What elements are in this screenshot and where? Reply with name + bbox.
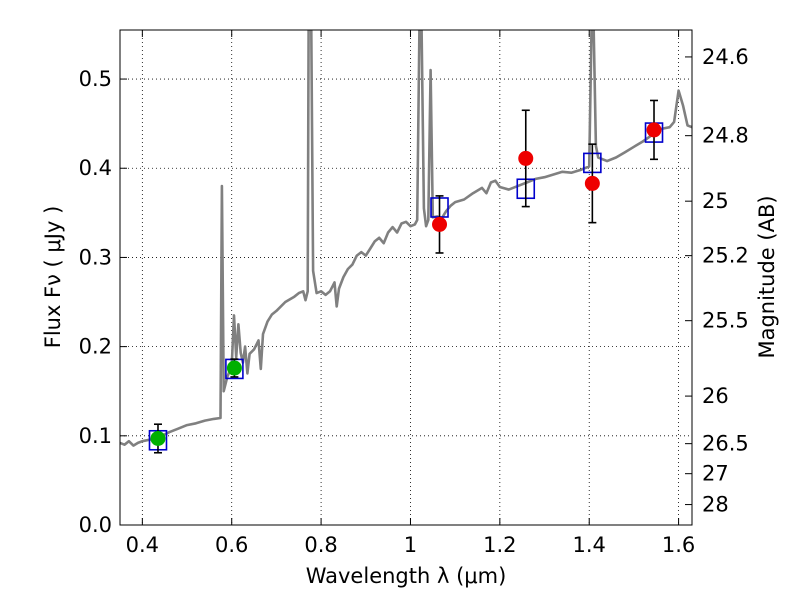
x-tick-label: 0.8 [304, 533, 337, 557]
magnitude-tick-label: 24.6 [702, 45, 749, 69]
magnitude-tick-label: 26 [702, 384, 729, 408]
magnitude-axis-ticks: 24.6 24.8 25 25.2 25.5 26 26.5 27 28 [685, 45, 749, 517]
magnitude-tick-label: 25.2 [702, 244, 749, 268]
spectrum-line [120, 30, 692, 447]
y-axis-ticks: 0.0 0.1 0.2 0.3 0.4 0.5 [79, 67, 127, 537]
nir-data-point [646, 122, 662, 138]
x-tick-label: 1.2 [483, 533, 516, 557]
magnitude-tick-label: 25 [702, 189, 729, 213]
magnitude-tick-label: 28 [702, 493, 729, 517]
nir-data-point [518, 150, 534, 166]
model-photometry-series [148, 122, 664, 451]
magnitude-tick-label: 27 [702, 462, 729, 486]
y-tick-label: 0.3 [79, 245, 112, 269]
x-tick-label: 0.6 [215, 533, 248, 557]
observed-photometry-series [150, 122, 662, 446]
x-tick-label: 0.4 [126, 533, 159, 557]
optical-data-point [226, 360, 242, 376]
x-axis-ticks: 0.4 0.6 0.8 1 1.2 1.4 1.6 [126, 30, 695, 557]
x-tick-label: 1.6 [662, 533, 695, 557]
x-tick-label: 1 [404, 533, 417, 557]
magnitude-tick-label: 24.8 [702, 124, 749, 148]
grid [120, 30, 692, 526]
nir-data-point [584, 175, 600, 191]
magnitude-tick-label: 26.5 [702, 432, 749, 456]
y-tick-label: 0.2 [79, 335, 112, 359]
y-tick-label: 0.1 [79, 424, 112, 448]
y-tick-label: 0.5 [79, 67, 112, 91]
x-axis-label: Wavelength λ (μm) [306, 564, 507, 588]
plot-frame [119, 29, 693, 526]
error-bars [153, 99, 659, 454]
magnitude-tick-label: 25.5 [702, 309, 749, 333]
y-tick-label: 0.0 [79, 513, 112, 537]
nir-data-point [432, 216, 448, 232]
optical-data-point [150, 430, 166, 446]
spectrum-series [120, 30, 692, 447]
x-tick-label: 1.4 [573, 533, 606, 557]
y-axis-label: Flux Fν ( μJy ) [41, 206, 65, 349]
magnitude-axis-label: Magnitude (AB) [755, 195, 779, 358]
y-tick-label: 0.4 [79, 156, 112, 180]
